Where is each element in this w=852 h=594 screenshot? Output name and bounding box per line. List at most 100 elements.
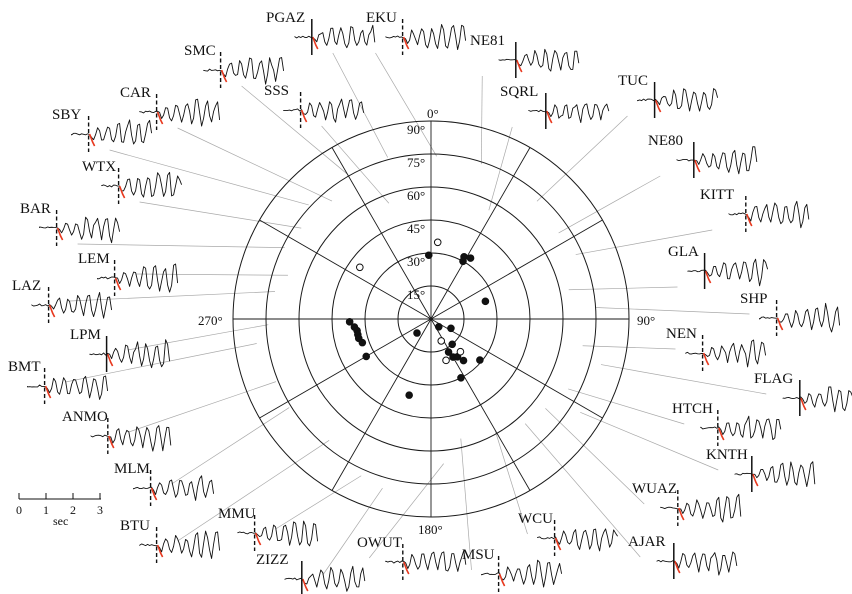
azimuth-spoke — [430, 147, 531, 320]
station-eku: EKU — [366, 10, 467, 55]
seismogram-trace — [139, 530, 221, 559]
station-label: GLA — [668, 244, 699, 260]
station-label: HTCH — [672, 401, 713, 417]
seismogram-trace — [283, 98, 365, 123]
compression-point — [362, 352, 371, 361]
station-wcu: WCU — [518, 511, 618, 556]
first-motion-pick — [800, 397, 807, 411]
station-leader-line — [488, 126, 513, 211]
time-scale-bar: 0 1 2 3 sec — [16, 493, 103, 528]
station-btu: BTU — [120, 518, 221, 563]
first-motion-pick — [312, 36, 319, 50]
station-label: WTX — [82, 159, 116, 175]
seismogram-trace — [537, 528, 618, 552]
compression-point — [457, 374, 465, 382]
station-label: BTU — [120, 518, 150, 534]
station-htch: HTCH — [672, 401, 782, 446]
station-leader-line — [580, 411, 719, 471]
station-smc: SMC — [184, 43, 285, 88]
seismogram-trace — [237, 520, 319, 547]
station-wuaz: WUAZ — [632, 481, 742, 526]
first-motion-pick — [108, 435, 115, 449]
seismogram-trace — [139, 98, 221, 127]
seismogram-trace — [498, 48, 580, 72]
incidence-ring-label: 45° — [407, 221, 425, 236]
station-shp: SHP — [740, 291, 841, 336]
seismogram-trace — [385, 549, 467, 572]
station-label: ZIZZ — [256, 552, 288, 568]
station-leader-line — [480, 75, 483, 165]
station-leader-line — [575, 229, 713, 255]
compression-point — [459, 257, 467, 266]
seismogram-trace — [39, 216, 121, 244]
station-leader-line — [321, 125, 390, 204]
seismogram-trace — [481, 559, 563, 588]
compression-point — [444, 348, 453, 356]
first-motion-pick — [674, 560, 681, 574]
seismogram-trace — [687, 258, 769, 287]
first-motion-pick — [554, 537, 562, 551]
first-motion-pick — [114, 277, 122, 291]
incidence-ring-labels: 15° 30° 45° 60° 75° 90° — [407, 122, 425, 302]
station-leader-line — [69, 291, 276, 302]
station-label: WCU — [518, 511, 553, 527]
first-motion-pick — [704, 270, 712, 284]
station-leader-line — [568, 388, 685, 425]
seismogram-trace — [676, 146, 758, 175]
first-motion-pick — [88, 133, 96, 147]
station-label: SMC — [184, 43, 216, 59]
first-motion-pick — [516, 59, 523, 73]
first-motion-pick — [118, 185, 126, 199]
station-leader-line — [536, 115, 628, 202]
seismogram-trace — [759, 302, 841, 333]
compression-point — [476, 356, 484, 364]
station-leader-line — [322, 487, 383, 576]
station-label: BMT — [8, 359, 41, 375]
first-motion-pick — [654, 99, 662, 113]
incidence-ring-label: 60° — [407, 188, 425, 203]
azimuth-spoke — [331, 318, 432, 491]
station-leader-line — [77, 243, 285, 248]
incidence-ring-label: 30° — [407, 254, 425, 269]
station-laz: LAZ — [12, 278, 113, 323]
azimuth-spoke — [331, 147, 432, 320]
seismogram-trace — [660, 493, 742, 523]
azimuth-spoke — [259, 219, 432, 320]
first-motion-pick — [254, 532, 262, 546]
first-motion-pick — [403, 561, 410, 575]
scale-tick-label: 2 — [70, 503, 76, 517]
seismogram-trace — [782, 386, 852, 413]
station-leader-line — [524, 423, 641, 558]
station-msu: MSU — [462, 547, 563, 592]
station-label: WUAZ — [632, 481, 677, 497]
dilatation-point — [442, 356, 450, 365]
station-leader-line — [135, 273, 288, 276]
compression-point — [424, 251, 433, 260]
incidence-ring-label: 75° — [407, 155, 425, 170]
first-motion-pick — [776, 317, 784, 331]
compression-point — [413, 329, 421, 337]
station-leader-line — [558, 175, 661, 234]
station-label: LEM — [78, 251, 110, 267]
station-label: MLM — [114, 461, 150, 477]
station-leader-line — [582, 345, 676, 350]
station-gla: GLA — [668, 244, 769, 289]
seismogram-trace — [294, 24, 376, 49]
station-sby: SBY — [52, 107, 153, 152]
azimuth-label-east: 90° — [637, 313, 655, 328]
first-motion-pick — [746, 213, 753, 227]
seismogram-trace — [89, 339, 171, 369]
first-motion-pick — [752, 473, 759, 487]
station-sss: SSS — [264, 83, 365, 128]
first-motion-pick — [718, 427, 725, 441]
station-label: EKU — [366, 10, 397, 26]
station-ne81: NE81 — [470, 33, 580, 78]
compression-point — [358, 338, 367, 347]
station-label: KITT — [700, 187, 734, 203]
station-leader-line — [109, 149, 309, 206]
station-label: NE80 — [648, 133, 683, 149]
seismogram-trace — [734, 461, 816, 488]
station-label: SBY — [52, 107, 81, 123]
station-label: MSU — [462, 547, 495, 563]
station-label: MMU — [218, 506, 256, 522]
